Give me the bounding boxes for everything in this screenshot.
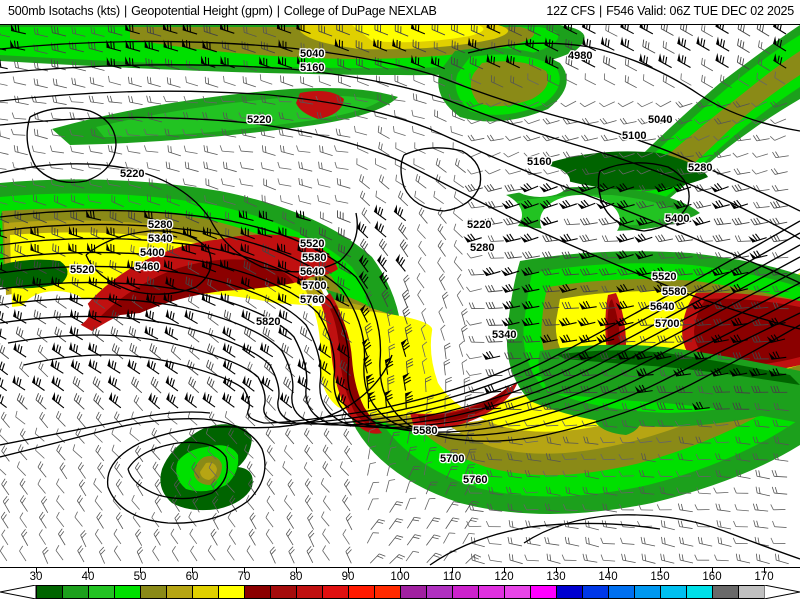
height-contour-label: 5040 — [648, 114, 672, 126]
height-contour-label: 5160 — [300, 62, 324, 74]
colorbar-segment[interactable] — [634, 585, 661, 599]
header-product-title: 500mb Isotachs (kts) — [8, 4, 120, 18]
height-contour-label: 5580 — [662, 286, 686, 298]
colorbar-tick-label: 60 — [186, 571, 199, 583]
colorbar-segment[interactable] — [374, 585, 401, 599]
height-contour-label: 5220 — [247, 114, 271, 126]
header-field-title: Geopotential Height (gpm) — [131, 4, 273, 18]
height-contour-label: 5400 — [140, 247, 164, 259]
colorbar-segment[interactable] — [244, 585, 271, 599]
height-contour-label: 5520 — [70, 264, 94, 276]
isotach-hole-ne — [434, 189, 522, 241]
colorbar-left-cap — [0, 585, 36, 599]
colorbar-segment[interactable] — [36, 585, 63, 599]
colorbar-segment[interactable] — [478, 585, 505, 599]
height-contour-label: 5760 — [463, 474, 487, 486]
colorbar-tick-label: 110 — [443, 571, 461, 583]
header-separator-3: | — [595, 4, 606, 18]
colorbar-segment[interactable] — [348, 585, 375, 599]
height-contour-label: 5340 — [492, 329, 516, 341]
colorbar-tick-label: 170 — [754, 571, 773, 583]
colorbar-tick-label: 70 — [238, 571, 251, 583]
header-source: College of DuPage NEXLAB — [284, 4, 437, 18]
header-bar: 500mb Isotachs (kts)|Geopotential Height… — [0, 0, 800, 24]
colorbar-tick-label: 100 — [390, 571, 409, 583]
height-contour-label: 5520 — [652, 271, 676, 283]
colorbar-tick-label: 50 — [134, 571, 147, 583]
colorbar-segment[interactable] — [218, 585, 245, 599]
colorbar-tick-label: 140 — [598, 571, 617, 583]
colorbar-tick-label: 80 — [290, 571, 303, 583]
colorbar-segment[interactable] — [400, 585, 427, 599]
height-contour-label: 5100 — [622, 130, 646, 142]
colorbar-segment[interactable] — [88, 585, 115, 599]
header-title-left: 500mb Isotachs (kts)|Geopotential Height… — [8, 4, 437, 18]
height-contour-label: 5220 — [467, 219, 491, 231]
height-contour-label: 5580 — [413, 425, 437, 437]
height-contour-label: 4980 — [568, 50, 592, 62]
colorbar-segment[interactable] — [712, 585, 739, 599]
forecast-hour-label: F546 — [606, 4, 634, 18]
colorbar-segment[interactable] — [322, 585, 349, 599]
height-contour-label: 5340 — [148, 233, 172, 245]
height-contour-label: 5640 — [650, 301, 674, 313]
colorbar-segment[interactable] — [62, 585, 89, 599]
map-svg: 5040498051605220522051605040510052805280… — [0, 25, 800, 567]
colorbar-segment[interactable] — [114, 585, 141, 599]
colorbar-right-cap — [764, 585, 800, 599]
height-contour-label: 5700 — [302, 280, 326, 292]
colorbar-segment[interactable] — [530, 585, 557, 599]
valid-time-label: Valid: 06Z TUE DEC 02 2025 — [637, 4, 794, 18]
colorbar-tick-label: 160 — [702, 571, 721, 583]
height-contour-label: 5280 — [148, 219, 172, 231]
height-contour-label: 5640 — [300, 266, 324, 278]
height-contour-label: 5280 — [688, 162, 712, 174]
colorbar-strip[interactable] — [0, 585, 800, 599]
colorbar-tick-label: 40 — [82, 571, 95, 583]
header-title-right: 12Z CFS|F546 Valid: 06Z TUE DEC 02 2025 — [546, 4, 794, 18]
colorbar-segment[interactable] — [504, 585, 531, 599]
colorbar-segment[interactable] — [192, 585, 219, 599]
header-separator-2: | — [273, 4, 284, 18]
colorbar-segment[interactable] — [608, 585, 635, 599]
height-contour-label: 5160 — [527, 156, 551, 168]
colorbar-segment[interactable] — [686, 585, 713, 599]
colorbar-segment[interactable] — [140, 585, 167, 599]
colorbar[interactable]: 30 40 50 60 70 80 90 100 110 120 130 140 150 160 170 — [0, 568, 800, 600]
height-contour-label: 5760 — [300, 294, 324, 306]
height-contour-label: 5820 — [256, 316, 280, 328]
isotach-hole-west — [22, 291, 90, 331]
colorbar-tick-label: 130 — [546, 571, 565, 583]
height-contour-label: 5460 — [135, 261, 159, 273]
colorbar-tick-label: 150 — [650, 571, 669, 583]
height-contour-label: 5700 — [655, 318, 679, 330]
height-contour-label: 5580 — [302, 252, 326, 264]
colorbar-segment[interactable] — [556, 585, 583, 599]
height-contour-label: 5400 — [665, 213, 689, 225]
colorbar-tick-label: 90 — [342, 571, 355, 583]
colorbar-segment[interactable] — [166, 585, 193, 599]
model-run-label: 12Z CFS — [546, 4, 595, 18]
height-contour-label: 5520 — [300, 238, 324, 250]
colorbar-segment[interactable] — [452, 585, 479, 599]
colorbar-segment[interactable] — [738, 585, 765, 599]
colorbar-segment[interactable] — [270, 585, 297, 599]
height-contour-label: 5700 — [440, 453, 464, 465]
height-contour-label: 5280 — [470, 242, 494, 254]
colorbar-tick-label: 120 — [494, 571, 513, 583]
colorbar-segment[interactable] — [426, 585, 453, 599]
colorbar-segment[interactable] — [660, 585, 687, 599]
colorbar-tick-label: 30 — [30, 571, 43, 583]
colorbar-ticks: 30 40 50 60 70 80 90 100 110 120 130 140 150 160 170 — [0, 568, 800, 584]
colorbar-segment[interactable] — [582, 585, 609, 599]
colorbar-segment[interactable] — [296, 585, 323, 599]
height-contour-label: 5220 — [120, 168, 144, 180]
height-contour-label: 5040 — [300, 48, 324, 60]
header-separator-1: | — [120, 4, 131, 18]
